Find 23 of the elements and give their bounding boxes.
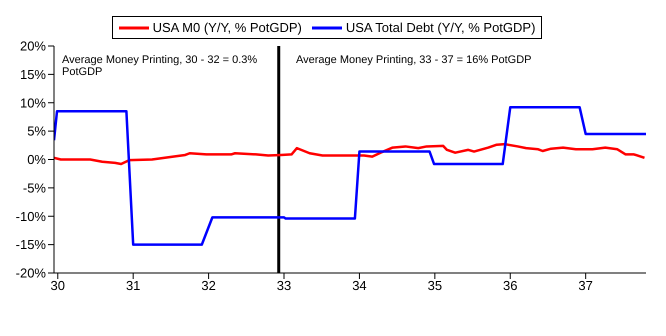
x-tick-label: 34 [352,278,367,294]
y-tick-label: 15% [20,66,46,82]
line-series [54,106,646,246]
y-tick-label: -20% [16,266,46,281]
x-tick-label: 31 [126,278,140,294]
legend-label: USA Total Debt (Y/Y, % PotGDP) [344,20,536,35]
y-tick-label: 10% [20,95,46,110]
x-tick-label: 35 [428,278,442,294]
x-tick-label: 32 [201,278,216,294]
x-tick-label: 36 [503,278,518,294]
y-tick-label: 0% [27,152,46,168]
annotation: Average Money Printing, 30 - 32 = 0.3% PotGDP [62,54,258,78]
legend-label: USA M0 (Y/Y, % PotGDP) [152,20,302,35]
line-series [54,142,646,166]
y-tick-label: 5% [27,124,46,139]
x-tick-label: 30 [50,278,66,294]
x-tick-label: 37 [578,278,593,294]
annotation: Average Money Printing, 33 - 37 = 16% PotGDP [296,54,533,66]
x-tick-label: 33 [276,278,292,294]
y-tick-label: -5% [22,180,46,196]
y-tick-label: 20% [20,38,46,54]
y-tick-label: -10% [16,208,46,224]
y-tick-label: -15% [16,237,46,252]
